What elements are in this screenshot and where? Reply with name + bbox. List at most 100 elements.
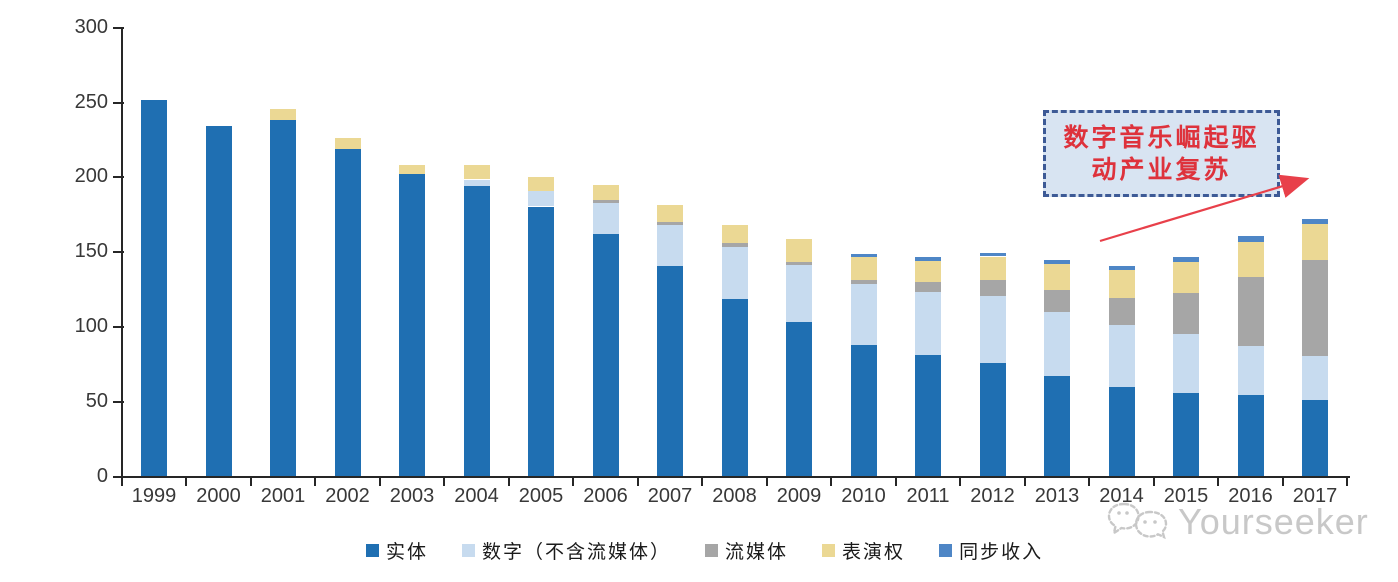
bar-segment-performance (850, 257, 877, 280)
bar-segment-performance (979, 256, 1006, 280)
bar-segment-physical (270, 119, 296, 477)
x-axis-label: 2014 (1099, 485, 1144, 507)
bar-segment-digital (979, 296, 1006, 363)
legend-label-digital: 数字（不含流媒体） (482, 542, 672, 563)
bar-segment-performance (1237, 241, 1264, 277)
legend-label-sync: 同步收入 (959, 542, 1044, 563)
bar-segment-sync (1302, 219, 1328, 224)
bar-segment-sync (1044, 260, 1070, 264)
y-axis-tick (113, 400, 124, 403)
bar-segment-digital (1302, 356, 1328, 401)
y-axis-label: 250 (74, 90, 108, 113)
bar-segment-physical (850, 344, 877, 477)
bar-segment-digital (1108, 325, 1135, 387)
bar-segment-performance (528, 176, 554, 191)
legend-item-physical: 实体 (366, 537, 428, 564)
bar-segment-streaming (979, 279, 1006, 297)
bar-segment-sync (979, 252, 1006, 257)
x-axis-tick (1088, 478, 1091, 486)
bar-segment-digital (1044, 311, 1070, 377)
bar-segment-physical (399, 174, 425, 477)
x-axis-tick (378, 478, 381, 486)
x-axis-label: 2003 (389, 485, 435, 507)
legend-swatch-performance (822, 544, 836, 557)
x-axis-tick (314, 478, 317, 486)
bar-segment-streaming (1173, 293, 1199, 334)
bar-segment-streaming (657, 222, 683, 226)
legend-swatch-physical (366, 544, 379, 557)
x-axis-label: 2016 (1228, 485, 1273, 507)
bar-segment-streaming (1108, 297, 1135, 326)
bar-segment-streaming (1237, 276, 1264, 346)
x-axis-label: 2005 (518, 485, 564, 507)
y-axis-tick (113, 26, 124, 29)
x-axis-label: 2012 (970, 485, 1015, 507)
x-axis-label: 2010 (841, 485, 886, 507)
legend-item-streaming: 流媒体 (705, 537, 788, 564)
bar-segment-sync (915, 257, 941, 261)
bar-segment-digital (657, 225, 683, 266)
bar-segment-digital (850, 284, 877, 345)
x-axis-tick (507, 478, 510, 486)
legend-label-streaming: 流媒体 (725, 542, 789, 563)
bar-segment-performance (1302, 223, 1328, 261)
legend-label-physical: 实体 (386, 542, 429, 563)
bar-segment-physical (1173, 392, 1199, 477)
bar-segment-streaming (721, 243, 748, 247)
bar-segment-streaming (592, 199, 619, 203)
bar-segment-physical (979, 362, 1006, 477)
x-axis-tick (959, 478, 962, 486)
bar-segment-performance (592, 184, 619, 200)
bar-segment-streaming (786, 261, 812, 265)
bar-segment-physical (915, 355, 941, 477)
watermark-text: Yourseeker (1178, 501, 1369, 542)
bar-segment-sync (1237, 236, 1264, 242)
legend-item-performance: 表演权 (822, 537, 905, 564)
x-axis-tick (443, 478, 446, 486)
x-axis-tick (1281, 478, 1284, 486)
bar-segment-physical (592, 234, 619, 477)
bar-segment-digital (786, 264, 812, 322)
x-axis-tick (894, 478, 897, 486)
x-axis-label: 2001 (260, 485, 306, 507)
x-axis-label: 2009 (776, 485, 822, 507)
bar-segment-performance (334, 137, 361, 149)
bar-segment-physical (334, 148, 361, 477)
watermark: Yourseeker (1106, 498, 1369, 546)
annotation-callout: 数字音乐崛起驱 动产业复苏 (1043, 110, 1280, 197)
legend-item-sync: 同步收入 (939, 537, 1043, 564)
legend-label-performance: 表演权 (842, 542, 906, 563)
y-axis-tick (113, 325, 124, 328)
chat-bubbles-icon (1107, 502, 1168, 540)
bar-segment-performance (786, 239, 812, 262)
x-axis-label: 2008 (712, 485, 757, 507)
y-axis-label: 150 (74, 240, 108, 263)
x-axis-label: 2013 (1034, 485, 1080, 507)
x-axis-tick (701, 478, 704, 486)
y-axis-label: 300 (74, 15, 108, 38)
bar-segment-sync (1173, 256, 1199, 262)
legend-swatch-digital (462, 544, 476, 557)
bar-segment-streaming (1302, 260, 1328, 356)
bar-segment-physical (657, 265, 683, 477)
y-axis-label: 50 (85, 389, 108, 412)
bar-segment-performance (399, 164, 425, 175)
y-axis-tick (113, 251, 124, 254)
x-axis-tick (636, 478, 639, 486)
bar-segment-performance (1044, 264, 1070, 291)
annotation-text-line1: 数字音乐崛起驱 (1063, 123, 1260, 152)
x-axis-tick (1023, 478, 1026, 486)
legend-swatch-streaming (705, 544, 719, 557)
bar-segment-physical (1237, 395, 1264, 477)
bar-segment-physical (141, 99, 167, 477)
y-axis-tick (113, 176, 124, 179)
y-axis-label: 0 (96, 464, 108, 487)
bar-segment-sync (1108, 265, 1135, 271)
bar-segment-digital (1237, 345, 1264, 395)
bar-segment-performance (657, 205, 683, 223)
x-axis-label: 2004 (454, 485, 499, 507)
bar-segment-performance (915, 261, 941, 282)
x-axis-tick (185, 478, 188, 486)
bar-segment-digital (463, 179, 490, 187)
bar-segment-digital (592, 202, 619, 235)
